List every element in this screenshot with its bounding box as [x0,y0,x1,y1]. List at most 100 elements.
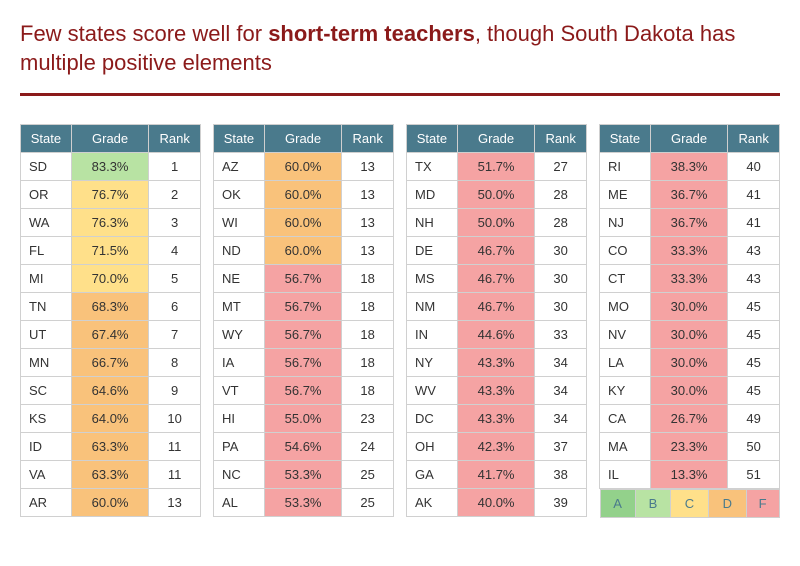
table-row: AK40.0%39 [407,489,587,517]
header-state: State [21,125,72,153]
cell-rank: 33 [535,321,587,349]
cell-state: MI [21,265,72,293]
cell-state: WA [21,209,72,237]
cell-grade: 38.3% [650,153,727,181]
cell-grade: 56.7% [264,377,341,405]
cell-grade: 60.0% [264,237,341,265]
cell-grade: 36.7% [650,181,727,209]
cell-state: KY [600,377,651,405]
cell-rank: 30 [535,265,587,293]
table-row: NY43.3%34 [407,349,587,377]
legend-cell-d: D [708,490,746,518]
cell-grade: 50.0% [457,181,534,209]
cell-rank: 40 [728,153,780,181]
table-row: KY30.0%45 [600,377,780,405]
table-row: KS64.0%10 [21,405,201,433]
cell-grade: 71.5% [71,237,148,265]
table-row: OR76.7%2 [21,181,201,209]
cell-grade: 70.0% [71,265,148,293]
cell-state: ME [600,181,651,209]
table-row: NM46.7%30 [407,293,587,321]
table-row: ME36.7%41 [600,181,780,209]
header-rank: Rank [149,125,201,153]
cell-grade: 64.0% [71,405,148,433]
cell-state: TN [21,293,72,321]
header-grade: Grade [71,125,148,153]
cell-rank: 38 [535,461,587,489]
table-row: NE56.7%18 [214,265,394,293]
cell-grade: 53.3% [264,489,341,517]
table-row: MO30.0%45 [600,293,780,321]
cell-grade: 56.7% [264,265,341,293]
cell-grade: 41.7% [457,461,534,489]
header-grade: Grade [650,125,727,153]
cell-state: IA [214,349,265,377]
table-column: StateGradeRankTX51.7%27MD50.0%28NH50.0%2… [406,124,587,518]
title-prefix: Few states score well for [20,21,268,46]
cell-grade: 60.0% [264,181,341,209]
cell-rank: 10 [149,405,201,433]
state-table: StateGradeRankSD83.3%1OR76.7%2WA76.3%3FL… [20,124,201,517]
cell-state: PA [214,433,265,461]
cell-rank: 13 [342,209,394,237]
cell-state: UT [21,321,72,349]
header-state: State [214,125,265,153]
table-row: PA54.6%24 [214,433,394,461]
table-row: WY56.7%18 [214,321,394,349]
cell-rank: 3 [149,209,201,237]
cell-grade: 44.6% [457,321,534,349]
cell-rank: 8 [149,349,201,377]
cell-state: MD [407,181,458,209]
cell-state: NY [407,349,458,377]
table-row: LA30.0%45 [600,349,780,377]
cell-rank: 13 [342,153,394,181]
cell-grade: 66.7% [71,349,148,377]
cell-grade: 13.3% [650,461,727,489]
cell-grade: 60.0% [71,489,148,517]
cell-grade: 60.0% [264,209,341,237]
table-row: DE46.7%30 [407,237,587,265]
table-row: CO33.3%43 [600,237,780,265]
cell-state: VT [214,377,265,405]
cell-rank: 5 [149,265,201,293]
title-bold: short-term teachers [268,21,475,46]
cell-state: FL [21,237,72,265]
table-row: MS46.7%30 [407,265,587,293]
table-column: StateGradeRankAZ60.0%13OK60.0%13WI60.0%1… [213,124,394,518]
cell-rank: 23 [342,405,394,433]
cell-rank: 51 [728,461,780,489]
cell-state: VA [21,461,72,489]
cell-state: AR [21,489,72,517]
table-row: SD83.3%1 [21,153,201,181]
table-row: AR60.0%13 [21,489,201,517]
cell-grade: 33.3% [650,265,727,293]
cell-state: DE [407,237,458,265]
cell-rank: 25 [342,461,394,489]
cell-grade: 30.0% [650,293,727,321]
cell-state: IN [407,321,458,349]
cell-rank: 18 [342,293,394,321]
header-grade: Grade [264,125,341,153]
cell-state: MS [407,265,458,293]
cell-state: ID [21,433,72,461]
table-column: StateGradeRankSD83.3%1OR76.7%2WA76.3%3FL… [20,124,201,518]
cell-grade: 43.3% [457,377,534,405]
cell-grade: 54.6% [264,433,341,461]
cell-state: OK [214,181,265,209]
state-table: StateGradeRankRI38.3%40ME36.7%41NJ36.7%4… [599,124,780,518]
cell-rank: 6 [149,293,201,321]
legend-row: ABCDF [600,489,780,519]
title-rule [20,93,780,96]
cell-grade: 83.3% [71,153,148,181]
cell-rank: 37 [535,433,587,461]
cell-rank: 28 [535,209,587,237]
table-row: WI60.0%13 [214,209,394,237]
cell-rank: 18 [342,349,394,377]
cell-state: CA [600,405,651,433]
cell-state: NE [214,265,265,293]
cell-state: NJ [600,209,651,237]
table-row: VA63.3%11 [21,461,201,489]
table-row: MD50.0%28 [407,181,587,209]
table-row: VT56.7%18 [214,377,394,405]
table-row: RI38.3%40 [600,153,780,181]
